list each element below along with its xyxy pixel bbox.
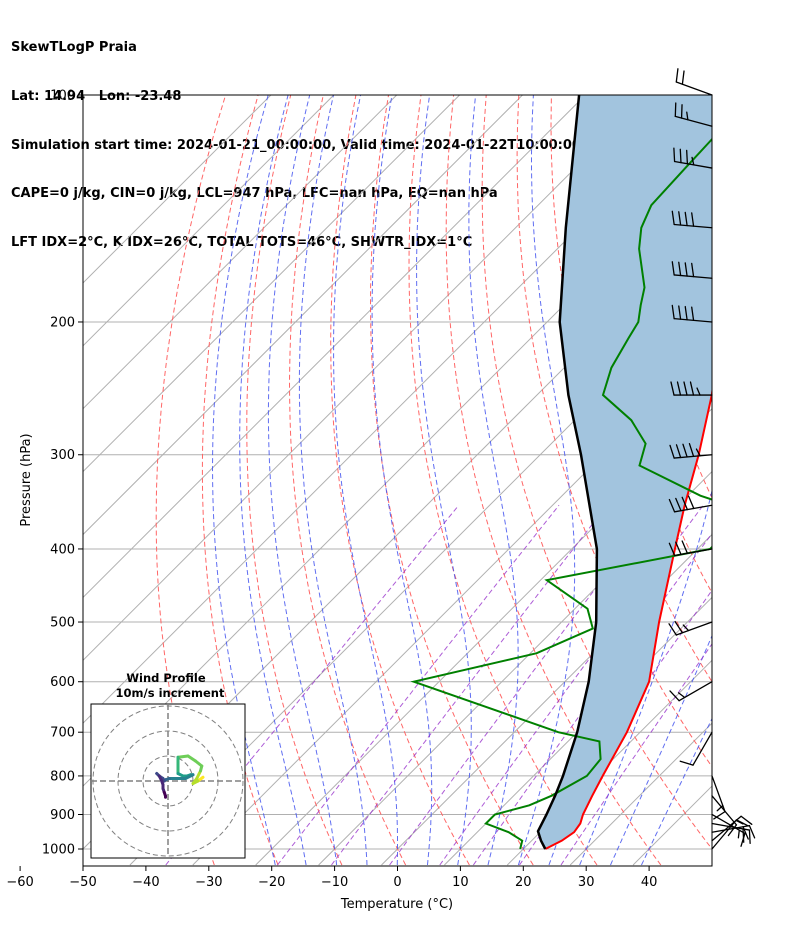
wind-barb: [668, 495, 713, 513]
isotherm-line: [318, 470, 712, 866]
mixing-ratio-line: [560, 643, 712, 866]
x-tick-label: 10: [452, 875, 469, 890]
hodograph-trace-segment: [176, 754, 190, 759]
cape-cin-line: CAPE=0 j/kg, CIN=0 j/kg, LCL=947 hPa, LF…: [11, 186, 498, 202]
wind-barb: [668, 540, 713, 557]
moist-adiabat-line: [610, 634, 712, 866]
y-tick-label: 300: [50, 448, 75, 463]
dry-adiabat-line: [408, 95, 598, 866]
y-axis-label: Pressure (hPa): [19, 433, 34, 526]
dry-adiabat-line: [330, 95, 470, 866]
wind-barb: [671, 210, 713, 229]
isotherm-line: [83, 95, 523, 536]
chart-title: SkewTLogP Praia: [11, 40, 137, 56]
y-tick-label: 500: [50, 616, 75, 631]
x-tick-label: 20: [515, 875, 532, 890]
dry-adiabat-line: [714, 95, 794, 865]
location-line: Lat: 14.94 Lon: -23.48: [11, 89, 182, 105]
x-tick-label: 0: [393, 875, 401, 890]
isotherm-line: [444, 596, 712, 866]
y-tick-label: 900: [50, 808, 75, 823]
dry-adiabat-line: [779, 95, 794, 865]
moist-adiabat-line: [212, 95, 276, 866]
dry-adiabat-line: [201, 95, 279, 866]
y-tick-label: 400: [50, 542, 75, 557]
isotherm-line: [83, 95, 335, 347]
y-tick-label: 800: [50, 769, 75, 784]
cape-cin-shading: [538, 95, 712, 849]
isotherm-line: [255, 407, 712, 866]
wind-barb: [669, 443, 713, 459]
x-tick-label: 40: [641, 875, 658, 890]
wind-barb: [711, 815, 753, 842]
wind-barb: [711, 822, 751, 845]
wind-barb: [711, 813, 746, 847]
wind-barb: [675, 68, 713, 96]
x-tick-label: −30: [195, 875, 222, 890]
y-tick-label: 1000: [42, 843, 75, 858]
dewpoint-line: [410, 137, 712, 850]
mixing-ratio-line: [389, 504, 660, 866]
dry-adiabat-line: [747, 95, 794, 865]
chart-header: SkewTLogP Praia Lat: 14.94 Lon: -23.48 S…: [11, 8, 604, 267]
x-tick-label: −20: [258, 875, 285, 890]
isotherm-line: [381, 533, 712, 866]
y-tick-label: 700: [50, 726, 75, 741]
isotherm-line: [569, 722, 712, 866]
hodograph-trace-segment: [186, 754, 197, 763]
y-tick-label: 600: [50, 675, 75, 690]
dry-adiabat-line: [369, 95, 534, 866]
y-tick-label: 200: [50, 315, 75, 330]
isotherm-line: [192, 345, 712, 866]
moist-adiabat-line: [416, 95, 472, 866]
y-tick-label: 100: [50, 89, 75, 104]
isotherm-line: [83, 95, 460, 473]
moist-adiabat-line: [239, 95, 307, 866]
isotherm-line: [83, 95, 272, 284]
mixing-ratio-line: [277, 504, 560, 866]
x-axis-label: Temperature (°C): [340, 897, 453, 912]
moist-adiabat-line: [371, 95, 433, 866]
moist-adiabat-line: [517, 95, 576, 866]
parcel-profile-line: [536, 95, 599, 850]
wind-barb: [674, 102, 713, 127]
moist-adiabat-line: [641, 717, 712, 866]
isotherm-line: [83, 95, 586, 599]
moist-adiabat-line: [333, 95, 398, 865]
wind-barb: [673, 147, 713, 169]
mixing-ratio-line: [472, 532, 712, 866]
x-tick-label: −10: [321, 875, 348, 890]
x-tick-label: −50: [69, 875, 96, 890]
x-tick-label: −60: [6, 875, 33, 890]
wind-barb: [669, 681, 713, 702]
wind-barb: [679, 731, 713, 766]
simulation-time-line: Simulation start time: 2024-01-21_00:00:…: [11, 137, 604, 153]
temperature-line: [544, 386, 712, 850]
isotherm-line: [83, 95, 649, 662]
wind-barb: [711, 775, 726, 820]
x-tick-label: −40: [132, 875, 159, 890]
isotherm-line: [129, 282, 712, 866]
isotherm-line: [83, 95, 398, 410]
dry-adiabat-line: [445, 95, 662, 866]
dry-adiabat-line: [246, 95, 343, 866]
wind-barb: [670, 381, 713, 396]
wind-barb: [671, 304, 713, 323]
hodograph-title: Wind Profile: [126, 671, 206, 685]
hodograph-subtitle: 10m/s increment: [116, 686, 225, 700]
moist-adiabat-line: [298, 95, 368, 866]
x-tick-label: 30: [578, 875, 595, 890]
moist-adiabat-line: [267, 95, 338, 866]
wind-barb: [671, 261, 713, 279]
isotherm-line: [506, 659, 712, 866]
dry-adiabat-line: [288, 95, 407, 866]
mixing-ratio-line: [331, 504, 608, 866]
moist-adiabat-line: [468, 95, 519, 866]
wind-barb: [668, 620, 713, 636]
